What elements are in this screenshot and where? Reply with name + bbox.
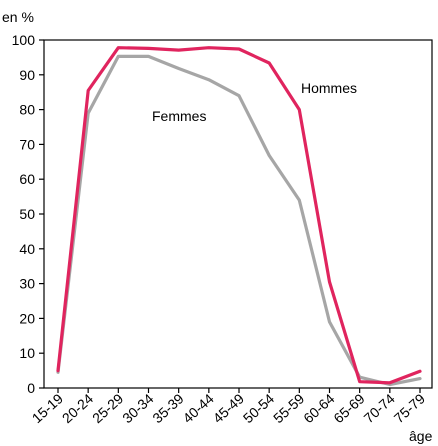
series-line-femmes bbox=[56, 54, 422, 387]
y-tick-label: 60 bbox=[19, 171, 35, 187]
y-tick-label: 90 bbox=[19, 67, 35, 83]
x-tick-label: 65-69 bbox=[330, 390, 367, 426]
series-line-hommes bbox=[56, 46, 422, 385]
y-axis: 0 10 20 30 40 50 60 70 80 90 100 bbox=[12, 32, 44, 396]
x-axis: 15-1920-2425-2930-3435-3940-4445-4950-54… bbox=[29, 388, 428, 426]
x-tick-label: 50-54 bbox=[240, 390, 277, 426]
plot-area-frame bbox=[43, 39, 433, 389]
y-tick-label: 10 bbox=[19, 345, 35, 361]
x-tick-label: 70-74 bbox=[361, 390, 398, 426]
series-label-hommes: Hommes bbox=[301, 80, 357, 96]
y-axis-title: en % bbox=[2, 9, 34, 25]
y-tick-label: 80 bbox=[19, 102, 35, 118]
y-tick-label: 100 bbox=[12, 32, 36, 48]
series-label-femmes: Femmes bbox=[152, 108, 206, 124]
y-tick-label: 70 bbox=[19, 136, 35, 152]
x-tick-label: 40-44 bbox=[180, 390, 217, 426]
series-layer bbox=[56, 46, 422, 387]
x-tick-label: 30-34 bbox=[119, 390, 156, 426]
y-tick-label: 40 bbox=[19, 241, 35, 257]
x-tick-label: 75-79 bbox=[391, 390, 428, 426]
y-tick-label: 20 bbox=[19, 310, 35, 326]
x-tick-label: 45-49 bbox=[210, 390, 247, 426]
x-tick-label: 20-24 bbox=[59, 390, 96, 426]
x-tick-label: 60-64 bbox=[300, 390, 337, 426]
y-tick-label: 0 bbox=[27, 380, 35, 396]
x-axis-title: âge bbox=[409, 428, 433, 444]
x-tick-label: 55-59 bbox=[270, 390, 307, 426]
x-tick-label: 25-29 bbox=[89, 390, 126, 426]
x-tick-label: 35-39 bbox=[149, 390, 186, 426]
y-tick-label: 30 bbox=[19, 276, 35, 292]
y-tick-label: 50 bbox=[19, 206, 35, 222]
